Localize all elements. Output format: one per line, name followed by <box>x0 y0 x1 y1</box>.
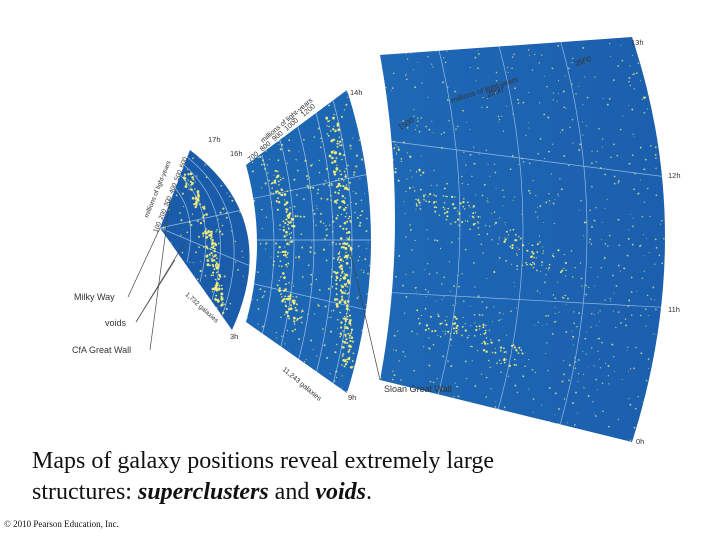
callout-voids: voids <box>105 318 127 328</box>
inner-tick-400: 400 <box>168 182 179 195</box>
middle-survey-wedge <box>246 90 371 393</box>
inner-survey-wedge <box>160 150 250 330</box>
hour-label-14h: 14h <box>350 88 363 97</box>
copyright-notice: © 2010 Pearson Education, Inc. <box>4 519 119 529</box>
hour-label-17h: 17h <box>208 135 221 144</box>
hour-label-9h: 9h <box>348 393 356 402</box>
hour-label-11h: 11h <box>668 305 680 314</box>
inner-tick-100: 100 <box>152 221 163 234</box>
hour-label-16h: 16h <box>230 149 243 158</box>
caption-term-superclusters: superclusters <box>137 479 269 505</box>
hour-label-12h: 12h <box>668 171 681 180</box>
caption-end: . <box>366 479 372 505</box>
inner-tick-200: 200 <box>158 208 169 221</box>
caption-line-1: Maps of galaxy positions reveal extremel… <box>32 448 495 474</box>
caption: Maps of galaxy positions reveal extremel… <box>32 446 672 508</box>
inner-tick-300: 300 <box>163 195 174 208</box>
inner-galaxy-points <box>160 150 250 329</box>
middle-galaxy-count: 11,243 galaxies <box>281 366 323 403</box>
caption-line-2: structures: superclusters and voids. <box>32 477 672 508</box>
callout-milky-way: Milky Way <box>74 292 115 302</box>
hour-label-3h: 3h <box>230 332 238 341</box>
inner-tick-600: 600 <box>179 156 190 169</box>
outer-survey-wedge <box>380 37 665 442</box>
caption-term-voids: voids <box>315 479 366 505</box>
callout-cfa-great-wall: CfA Great Wall <box>72 345 131 355</box>
hour-label-0h: 0h <box>636 437 644 446</box>
callout-sloan-great-wall: Sloan Great Wall <box>384 384 452 394</box>
caption-prefix: structures: <box>32 479 138 505</box>
hour-label-13h: 13h <box>631 38 644 47</box>
inner-tick-500: 500 <box>173 169 184 182</box>
caption-joiner: and <box>268 479 316 505</box>
